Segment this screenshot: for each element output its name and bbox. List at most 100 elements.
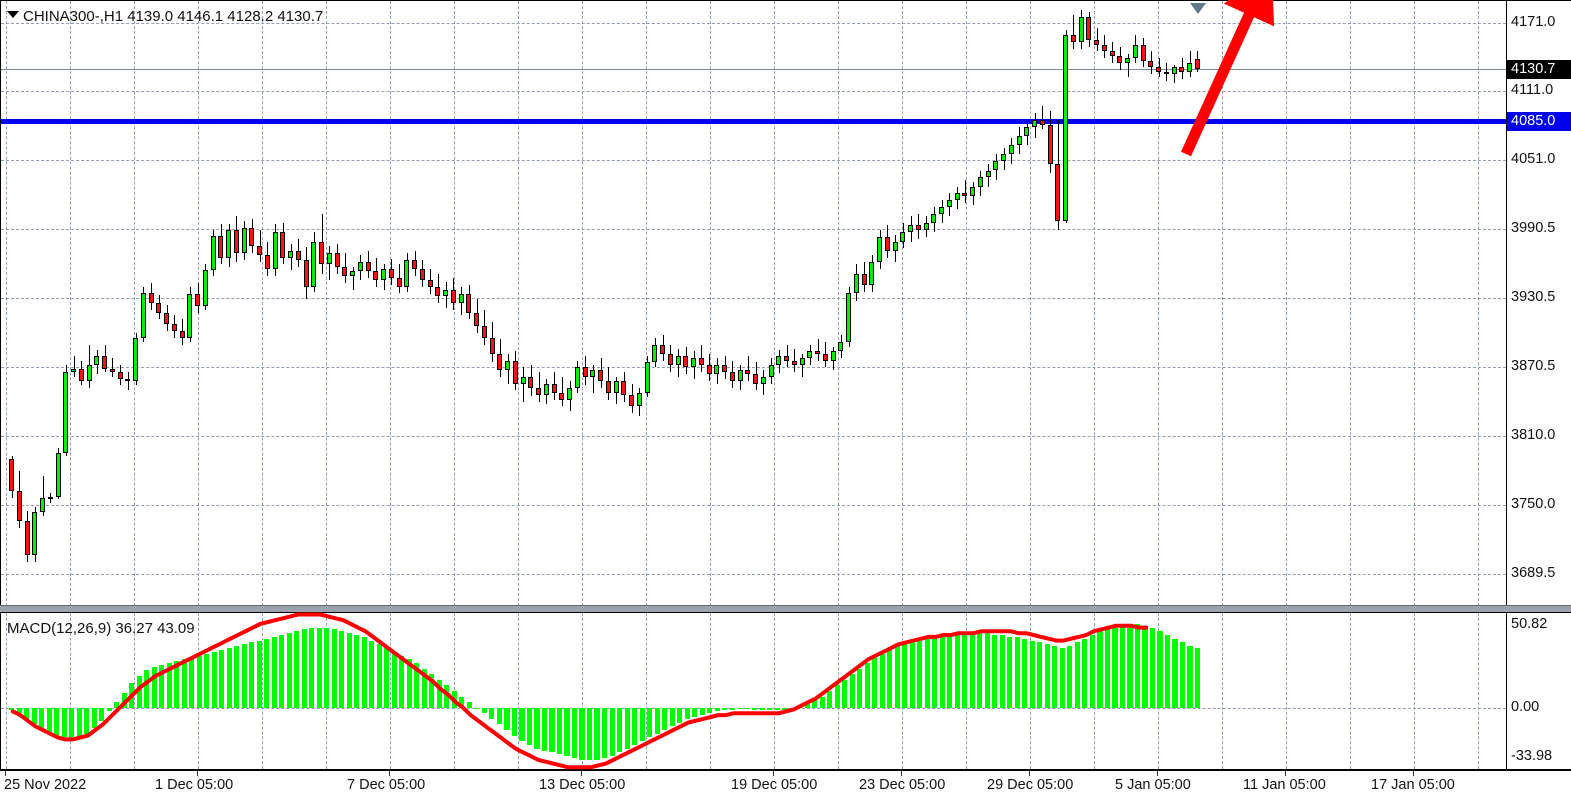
macd-histogram-bar — [1172, 638, 1178, 708]
candle-wick — [74, 356, 75, 377]
candle-wick — [593, 365, 594, 393]
candlestick — [102, 356, 107, 369]
macd-histogram-bar — [804, 703, 810, 708]
macd-histogram-bar — [609, 707, 615, 757]
macd-histogram-bar — [774, 707, 780, 710]
candlestick — [187, 294, 193, 338]
support-level-line[interactable] — [1, 119, 1506, 125]
macd-histogram-bar — [1157, 631, 1163, 708]
macd-histogram-bar — [99, 707, 105, 721]
candlestick — [892, 241, 898, 251]
price-tick-label: 3930.5 — [1511, 289, 1556, 306]
candlestick — [846, 293, 851, 343]
candlestick — [249, 227, 255, 247]
candlestick — [760, 376, 766, 384]
macd-histogram-bar — [549, 707, 555, 753]
candlestick — [869, 262, 875, 285]
candlestick — [388, 268, 394, 279]
pane-divider[interactable] — [0, 605, 1571, 612]
candlestick — [652, 344, 658, 362]
macd-histogram-bar — [1194, 648, 1201, 708]
macd-histogram-bar — [264, 638, 270, 708]
macd-histogram-bar — [1179, 642, 1186, 708]
vertical-gridline — [1286, 613, 1287, 769]
macd-histogram-bar — [789, 707, 795, 709]
vertical-gridline — [1094, 1, 1095, 606]
candle-wick — [1097, 28, 1098, 52]
macd-axis[interactable]: 50.82 0.00 -33.98 — [1507, 612, 1571, 770]
macd-histogram-bar — [196, 655, 202, 708]
price-axis[interactable]: 4171.0 4111.0 4051.0 3990.5 3930.5 3870.5 3810… — [1507, 0, 1571, 607]
candlestick — [551, 383, 557, 393]
macd-tick-label: 50.82 — [1511, 616, 1548, 632]
candlestick — [1008, 145, 1014, 155]
macd-histogram-bar — [684, 707, 690, 719]
candlestick — [1163, 72, 1169, 75]
macd-tick-label: 0.00 — [1511, 698, 1540, 715]
macd-indicator-pane[interactable]: MACD(12,26,9) 36.27 43.09 — [0, 612, 1507, 770]
time-tick-label: 19 Dec 05:00 — [731, 777, 818, 793]
vertical-gridline — [326, 1, 327, 606]
macd-histogram-bar — [211, 651, 217, 708]
macd-histogram-bar — [271, 636, 277, 708]
macd-histogram-bar — [1119, 625, 1126, 708]
macd-plot-area[interactable] — [1, 613, 1506, 769]
macd-histogram-bar — [1022, 638, 1028, 708]
candlestick — [16, 491, 22, 521]
vertical-gridline — [774, 613, 775, 769]
vertical-gridline — [838, 1, 839, 606]
macd-histogram-bar — [316, 627, 322, 708]
macd-histogram-bar — [429, 674, 435, 708]
candle-wick — [353, 266, 354, 290]
candlestick — [1148, 60, 1154, 68]
macd-histogram-bar — [767, 707, 773, 710]
macd-histogram-bar — [1089, 635, 1095, 708]
macd-histogram-bar — [256, 640, 262, 708]
macd-histogram-bar — [286, 633, 292, 708]
candlestick — [179, 330, 185, 338]
candlestick — [1156, 67, 1161, 72]
price-chart-pane[interactable]: CHINA300-,H1 4139.0 4146.1 4128.2 4130.7 — [0, 0, 1507, 607]
macd-histogram-bar — [1097, 631, 1103, 708]
horizontal-gridline — [1, 574, 1506, 576]
macd-histogram-bar — [226, 648, 232, 708]
candlestick — [822, 353, 828, 361]
macd-histogram-bar — [159, 664, 165, 708]
vertical-gridline — [710, 1, 711, 606]
candlestick — [613, 381, 619, 393]
time-axis[interactable]: 25 Nov 2022 1 Dec 05:00 7 Dec 05:00 13 Dec … — [0, 770, 1571, 803]
macd-histogram-bar — [144, 670, 150, 708]
candlestick — [218, 235, 224, 258]
macd-histogram-bar — [31, 707, 37, 725]
candlestick — [962, 193, 968, 196]
candlestick — [288, 250, 293, 258]
price-plot-area[interactable] — [1, 1, 1506, 606]
candlestick — [908, 225, 913, 233]
macd-histogram-bar — [114, 702, 120, 708]
candlestick — [1132, 44, 1138, 59]
candlestick — [481, 326, 487, 338]
time-tick — [5, 771, 6, 776]
macd-histogram-bar — [436, 679, 442, 708]
candle-wick — [818, 338, 819, 361]
time-tick-label: 11 Jan 05:00 — [1243, 777, 1326, 793]
candlestick — [683, 356, 689, 368]
macd-histogram-bar — [444, 685, 450, 708]
candlestick — [528, 376, 534, 389]
time-tick-label: 5 Jan 05:00 — [1115, 777, 1191, 793]
candlestick — [939, 207, 944, 214]
macd-histogram-bar — [1104, 629, 1110, 708]
vertical-gridline — [966, 1, 967, 606]
macd-histogram-bar — [54, 707, 60, 736]
macd-histogram-bar — [556, 707, 563, 755]
candlestick — [210, 235, 216, 271]
candlestick — [233, 230, 239, 253]
macd-histogram-bar — [647, 707, 653, 738]
candle-wick — [1159, 58, 1160, 77]
candlestick — [1086, 17, 1092, 40]
candlestick — [133, 337, 138, 382]
candlestick — [350, 271, 355, 276]
caret-down-icon[interactable] — [7, 11, 19, 18]
macd-histogram-bar — [376, 644, 382, 708]
